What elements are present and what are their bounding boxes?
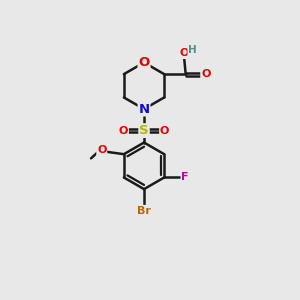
Text: O: O	[179, 48, 189, 58]
Text: O: O	[97, 145, 106, 155]
Text: H: H	[188, 45, 197, 55]
Text: O: O	[201, 69, 210, 79]
Text: O: O	[160, 126, 169, 136]
Text: S: S	[139, 124, 149, 137]
Text: N: N	[139, 103, 150, 116]
Text: F: F	[182, 172, 189, 182]
Text: Br: Br	[137, 206, 151, 216]
Text: O: O	[119, 126, 128, 136]
Text: O: O	[138, 56, 150, 69]
